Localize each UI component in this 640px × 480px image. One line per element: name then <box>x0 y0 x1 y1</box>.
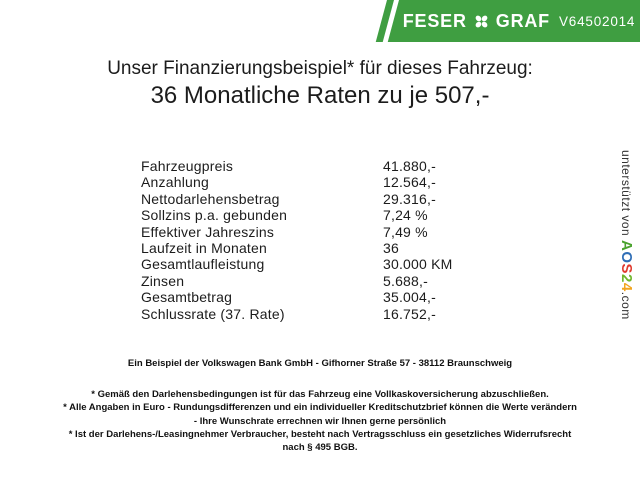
bank-line: Ein Beispiel der Volkswagen Bank GmbH - … <box>127 358 513 369</box>
row-value: 41.880,- <box>383 158 436 174</box>
footnote-line: nach § 495 BGB. <box>282 442 358 454</box>
table-row: Fahrzeugpreis 41.880,- <box>141 158 453 174</box>
row-label: Schlussrate (37. Rate) <box>141 305 285 322</box>
table-row: Gesamtbetrag 35.004,- <box>141 289 453 305</box>
footnote-line: * Gemäß den Darlehensbedingungen ist für… <box>91 389 549 401</box>
row-label: Zinsen <box>141 272 185 289</box>
table-row: Schlussrate (37. Rate) 16.752,- <box>141 306 453 322</box>
aos24-logo-letter: A <box>618 240 635 252</box>
aos24-logo-letter: 4 <box>618 282 635 292</box>
row-label: Laufzeit in Monaten <box>141 240 267 257</box>
row-label: Sollzins p.a. gebunden <box>141 207 288 224</box>
brand-name-feser: FESER <box>402 10 467 31</box>
table-row: Laufzeit in Monaten 36 <box>141 240 453 256</box>
heading-line2: 36 Monatliche Raten zu je 507,- <box>150 82 490 109</box>
row-value: 30.000 KM <box>383 256 453 273</box>
credit-domain: .com <box>619 291 633 320</box>
row-label: Nettodarlehensbetrag <box>141 190 280 207</box>
row-value: 12.564,- <box>383 174 436 191</box>
heading-line1: Unser Finanzierungsbeispiel* für dieses … <box>107 58 533 79</box>
row-label: Gesamtbetrag <box>141 289 233 306</box>
footer: Ein Beispiel der Volkswagen Bank GmbH - … <box>0 357 640 454</box>
footnotes: * Gemäß den Darlehensbedingungen ist für… <box>0 388 640 454</box>
table-row: Effektiver Jahreszins 7,49 % <box>141 224 453 240</box>
aos24-logo-letter: S <box>618 263 635 275</box>
brand-banner: FESER GRAF V64502014 <box>402 0 636 42</box>
row-label: Anzahlung <box>141 174 209 191</box>
brand-name-graf: GRAF <box>495 10 550 31</box>
financing-table: Fahrzeugpreis 41.880,- Anzahlung 12.564,… <box>141 158 453 322</box>
row-value: 35.004,- <box>383 289 436 306</box>
table-row: Nettodarlehensbetrag 29.316,- <box>141 191 453 207</box>
table-row: Zinsen 5.688,- <box>141 273 453 289</box>
aos24-logo: AOS24 <box>618 240 635 292</box>
row-label: Gesamtlaufleistung <box>141 256 265 273</box>
heading: Unser Finanzierungsbeispiel* für dieses … <box>0 56 640 111</box>
row-label: Fahrzeugpreis <box>141 158 234 174</box>
row-value: 16.752,- <box>383 305 436 322</box>
table-row: Sollzins p.a. gebunden 7,24 % <box>141 207 453 223</box>
clover-icon <box>474 14 489 29</box>
footnote-line: - Ihre Wunschrate errechnen wir Ihnen ge… <box>193 415 447 427</box>
sidebar-credit: unterstützt von AOS24.com <box>618 150 635 320</box>
row-label: Effektiver Jahreszins <box>141 223 275 240</box>
footnote-line: * Ist der Darlehens-/Leasingnehmer Verbr… <box>68 428 572 440</box>
row-value: 36 <box>383 240 399 257</box>
row-value: 29.316,- <box>383 190 436 207</box>
row-value: 7,49 % <box>383 223 428 240</box>
table-row: Gesamtlaufleistung 30.000 KM <box>141 256 453 272</box>
row-value: 7,24 % <box>383 207 428 224</box>
row-value: 5.688,- <box>383 272 428 289</box>
footnote-line: * Alle Angaben in Euro - Rundungsdiffere… <box>63 402 577 414</box>
vehicle-code: V64502014 <box>558 13 636 29</box>
aos24-logo-letter: 2 <box>618 274 635 283</box>
credit-text: unterstützt von <box>619 150 633 241</box>
aos24-logo-letter: O <box>618 251 635 264</box>
table-row: Anzahlung 12.564,- <box>141 174 453 190</box>
